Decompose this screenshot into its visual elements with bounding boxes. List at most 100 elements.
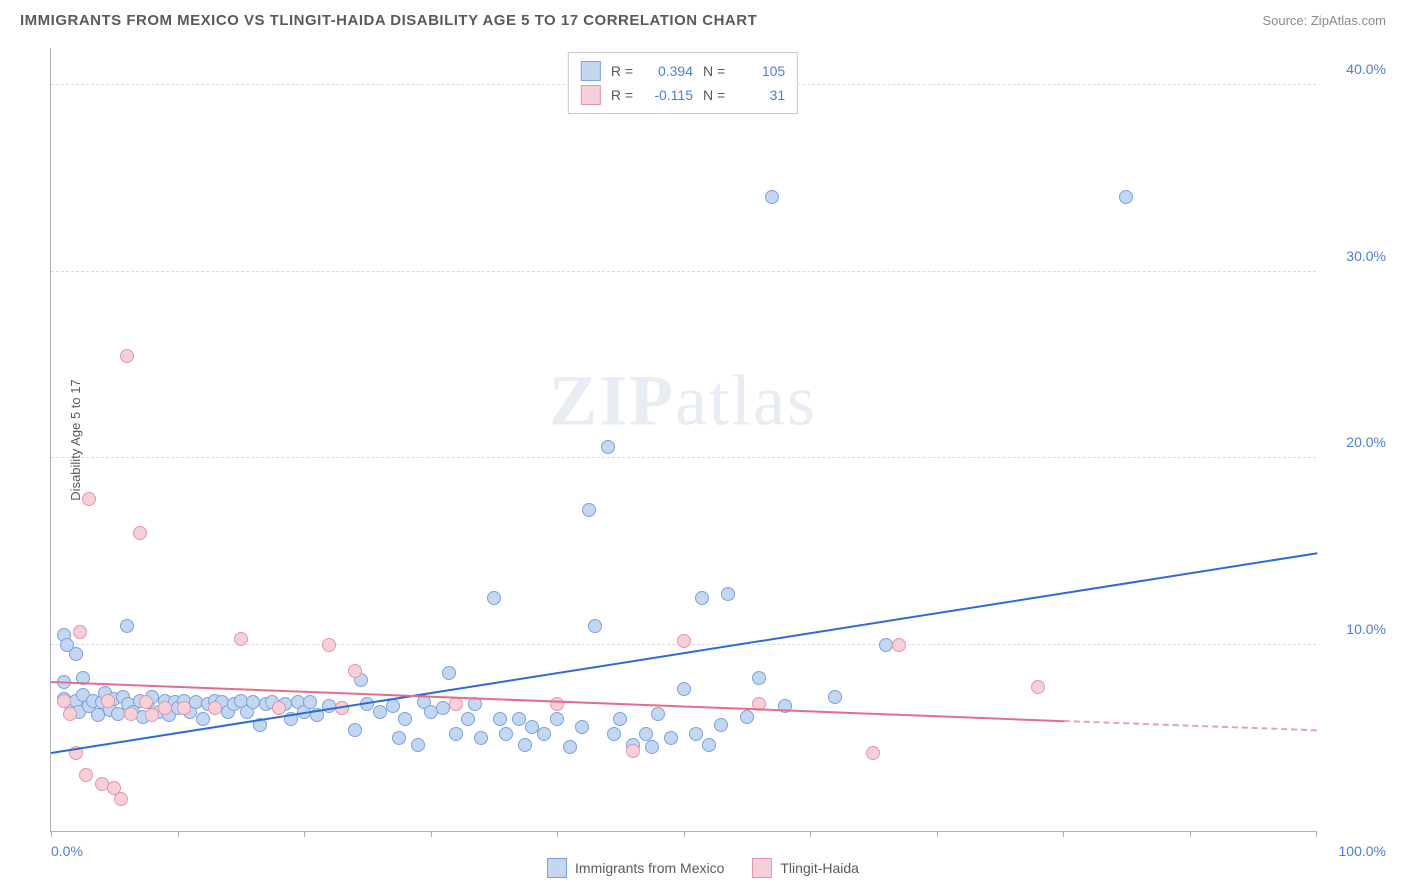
data-point xyxy=(518,738,532,752)
data-point xyxy=(550,712,564,726)
legend-swatch xyxy=(752,858,772,878)
data-point xyxy=(613,712,627,726)
data-point xyxy=(499,727,513,741)
data-point xyxy=(442,666,456,680)
data-point xyxy=(866,746,880,760)
data-point xyxy=(386,699,400,713)
trend-line xyxy=(1064,720,1317,731)
data-point xyxy=(607,727,621,741)
data-point xyxy=(73,625,87,639)
legend: Immigrants from Mexico Tlingit-Haida xyxy=(547,858,859,878)
x-tick-label: 0.0% xyxy=(51,843,83,859)
y-tick-label: 40.0% xyxy=(1326,61,1386,77)
data-point xyxy=(1119,190,1133,204)
chart-area: ZIPatlas 10.0%20.0%30.0%40.0%0.0%100.0% … xyxy=(50,48,1316,832)
data-point xyxy=(139,695,153,709)
x-tick-mark xyxy=(304,831,305,837)
data-point xyxy=(322,638,336,652)
data-point xyxy=(133,526,147,540)
stat-r-label: R = xyxy=(611,63,633,79)
data-point xyxy=(677,634,691,648)
data-point xyxy=(63,707,77,721)
data-point xyxy=(474,731,488,745)
data-point xyxy=(752,671,766,685)
correlation-stats-box: R =0.394N =105R =-0.115N =31 xyxy=(568,52,798,114)
y-axis-label: Disability Age 5 to 17 xyxy=(68,379,83,500)
x-tick-mark xyxy=(937,831,938,837)
x-tick-mark xyxy=(51,831,52,837)
data-point xyxy=(272,701,286,715)
data-point xyxy=(582,503,596,517)
data-point xyxy=(348,664,362,678)
x-tick-mark xyxy=(1316,831,1317,837)
x-tick-mark xyxy=(431,831,432,837)
legend-label: Tlingit-Haida xyxy=(780,860,859,876)
x-tick-mark xyxy=(684,831,685,837)
source-label: Source: ZipAtlas.com xyxy=(1262,13,1386,28)
data-point xyxy=(645,740,659,754)
data-point xyxy=(411,738,425,752)
stat-n-value: 105 xyxy=(735,63,785,79)
data-point xyxy=(449,727,463,741)
data-point xyxy=(487,591,501,605)
data-point xyxy=(537,727,551,741)
series-swatch xyxy=(581,85,601,105)
stat-row: R =0.394N =105 xyxy=(581,59,785,83)
stat-n-value: 31 xyxy=(735,87,785,103)
gridline xyxy=(51,457,1316,458)
gridline xyxy=(51,271,1316,272)
data-point xyxy=(721,587,735,601)
stat-r-label: R = xyxy=(611,87,633,103)
legend-label: Immigrants from Mexico xyxy=(575,860,724,876)
data-point xyxy=(740,710,754,724)
stat-n-label: N = xyxy=(703,87,725,103)
data-point xyxy=(158,701,172,715)
data-point xyxy=(689,727,703,741)
stat-r-value: -0.115 xyxy=(643,87,693,103)
data-point xyxy=(1031,680,1045,694)
y-tick-label: 20.0% xyxy=(1326,434,1386,450)
plot-region: 10.0%20.0%30.0%40.0%0.0%100.0% xyxy=(50,48,1316,832)
data-point xyxy=(234,632,248,646)
data-point xyxy=(196,712,210,726)
data-point xyxy=(69,647,83,661)
y-tick-label: 30.0% xyxy=(1326,248,1386,264)
data-point xyxy=(677,682,691,696)
data-point xyxy=(626,744,640,758)
data-point xyxy=(449,697,463,711)
data-point xyxy=(563,740,577,754)
data-point xyxy=(550,697,564,711)
data-point xyxy=(588,619,602,633)
data-point xyxy=(348,723,362,737)
data-point xyxy=(398,712,412,726)
legend-item: Tlingit-Haida xyxy=(752,858,859,878)
data-point xyxy=(145,708,159,722)
data-point xyxy=(601,440,615,454)
stat-n-label: N = xyxy=(703,63,725,79)
data-point xyxy=(714,718,728,732)
data-point xyxy=(639,727,653,741)
data-point xyxy=(120,619,134,633)
x-tick-mark xyxy=(557,831,558,837)
x-tick-mark xyxy=(810,831,811,837)
series-swatch xyxy=(581,61,601,81)
data-point xyxy=(101,694,115,708)
data-point xyxy=(208,701,222,715)
data-point xyxy=(828,690,842,704)
data-point xyxy=(695,591,709,605)
chart-title: IMMIGRANTS FROM MEXICO VS TLINGIT-HAIDA … xyxy=(20,12,757,29)
x-tick-mark xyxy=(178,831,179,837)
data-point xyxy=(575,720,589,734)
data-point xyxy=(702,738,716,752)
data-point xyxy=(120,349,134,363)
data-point xyxy=(461,712,475,726)
data-point xyxy=(392,731,406,745)
y-tick-label: 10.0% xyxy=(1326,621,1386,637)
x-tick-label: 100.0% xyxy=(1339,843,1386,859)
legend-swatch xyxy=(547,858,567,878)
data-point xyxy=(664,731,678,745)
data-point xyxy=(114,792,128,806)
legend-item: Immigrants from Mexico xyxy=(547,858,724,878)
data-point xyxy=(651,707,665,721)
data-point xyxy=(82,492,96,506)
